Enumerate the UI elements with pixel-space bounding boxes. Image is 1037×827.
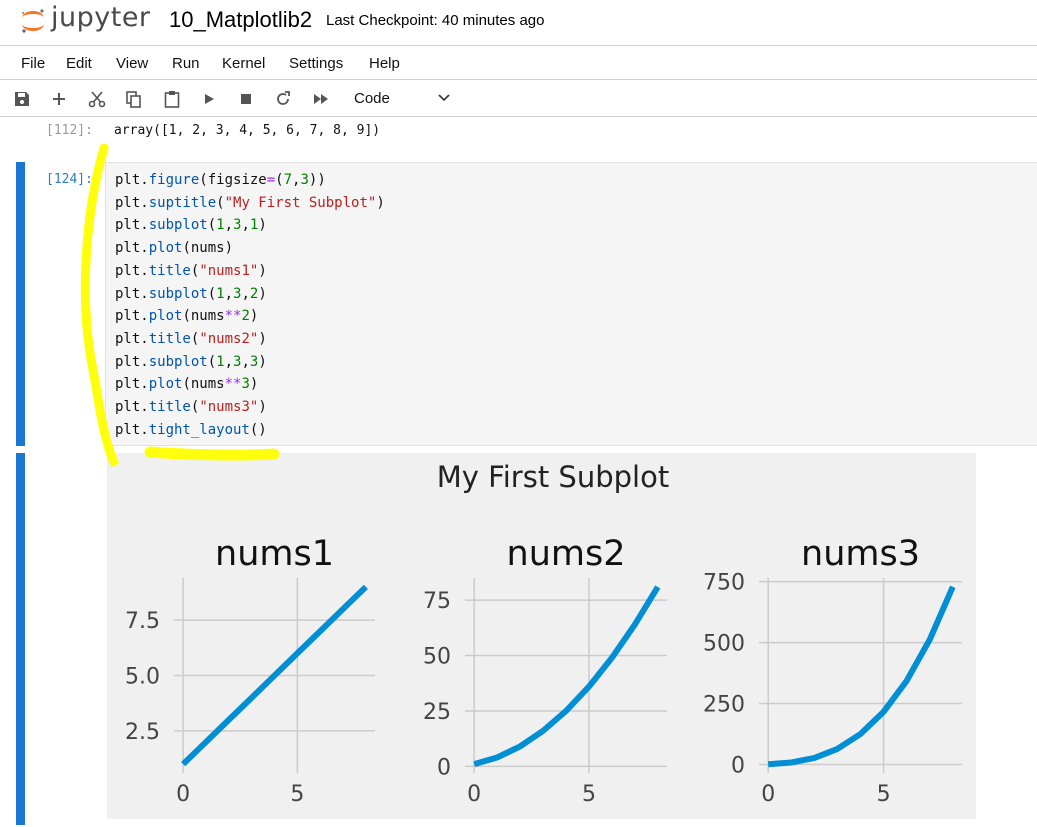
save-icon[interactable] [12,89,32,109]
code-line: plt.suptitle("My First Subplot") [115,194,385,211]
copy-icon[interactable] [124,89,144,109]
code-line: plt.plot(nums**2) [115,308,259,325]
code-line: plt.title("nums1") [115,262,267,279]
y-tick-label: 750 [703,571,745,596]
fast-forward-icon[interactable] [311,89,331,109]
code-line: plt.subplot(1,3,1) [115,217,267,234]
subplot-title: nums3 [801,534,920,574]
series-line [473,585,661,767]
chevron-down-icon[interactable] [437,91,451,110]
x-tick-label: 5 [877,782,891,807]
x-tick-label: 5 [290,782,304,807]
input-prompt: [124]: [46,172,93,187]
x-tick-label: 5 [582,782,596,807]
menu-view[interactable]: View [116,55,149,72]
menu-kernel[interactable]: Kernel [222,55,266,72]
code-line: plt.tight_layout() [115,421,267,438]
menu-edit[interactable]: Edit [66,55,92,72]
figure-canvas: My First Subplot nums1 2.5 5.0 7.5 0 5 nums2 0 25… [125,460,962,807]
paste-icon[interactable] [162,89,182,109]
code-line: plt.subplot(1,3,2) [115,285,267,302]
stop-icon[interactable] [236,89,256,109]
run-icon[interactable] [199,89,219,109]
code-editor[interactable]: plt.figure(figsize=(7,3)) plt.suptitle("M… [105,162,1037,446]
notebook-toolbar: Code [0,81,1037,117]
x-tick-label: 0 [176,782,190,807]
logo-text: jupyter [51,2,151,33]
jupyter-logo-icon [21,9,44,33]
y-tick-label: 25 [423,700,451,725]
subplot-title: nums1 [215,534,334,574]
x-tick-label: 0 [467,782,481,807]
y-tick-label: 2.5 [125,720,160,745]
menu-file[interactable]: File [21,55,46,72]
x-tick-label: 0 [761,782,775,807]
output-text: array([1, 2, 3, 4, 5, 6, 7, 8, 9]) [114,123,381,138]
code-line: plt.figure(figsize=(7,3)) [115,172,326,188]
y-tick-label: 50 [423,645,451,670]
header: jupyter 10_Matplotlib2 Last Checkpoint: … [0,0,1037,44]
y-tick-label: 7.5 [125,609,160,634]
restart-icon[interactable] [273,89,293,109]
menu-run[interactable]: Run [172,55,200,72]
code-line: plt.plot(nums**3) [115,376,259,393]
series-line [767,585,956,768]
output-prompt: [112]: [46,123,93,138]
subplot-1: nums1 2.5 5.0 7.5 0 5 [125,534,375,807]
figure-output: My First Subplot nums1 2.5 5.0 7.5 0 5 nums2 0 25… [107,453,976,819]
y-tick-label: 0 [731,753,745,778]
subplot-3: nums3 0 250 500 750 0 5 [703,534,962,807]
code-line: plt.title("nums2") [115,330,267,347]
cut-icon[interactable] [87,89,107,109]
active-cell-indicator[interactable] [16,162,25,446]
jupyter-logo[interactable]: jupyter [18,2,153,38]
y-tick-label: 5.0 [125,665,160,690]
checkpoint-status: Last Checkpoint: 40 minutes ago [326,12,545,29]
y-tick-label: 75 [423,589,451,614]
code-line: plt.plot(nums) [115,240,234,257]
code-line: plt.subplot(1,3,3) [115,353,267,370]
menu-bar: File Edit View Run Kernel Settings Help [0,45,1037,80]
series-line [181,584,368,767]
add-icon[interactable] [49,89,69,109]
notebook-name[interactable]: 10_Matplotlib2 [169,7,313,32]
subplot-2: nums2 0 25 50 75 0 5 [423,534,667,807]
code-line: plt.title("nums3") [115,399,267,415]
subplot-title: nums2 [507,534,626,574]
y-tick-label: 500 [703,632,745,657]
output-collapser[interactable] [16,453,25,825]
menu-settings[interactable]: Settings [289,55,344,72]
y-tick-label: 0 [437,755,451,780]
figure-suptitle: My First Subplot [437,460,669,494]
y-tick-label: 250 [703,693,745,718]
menu-help[interactable]: Help [369,55,400,72]
cell-type-select[interactable]: Code [354,90,390,107]
